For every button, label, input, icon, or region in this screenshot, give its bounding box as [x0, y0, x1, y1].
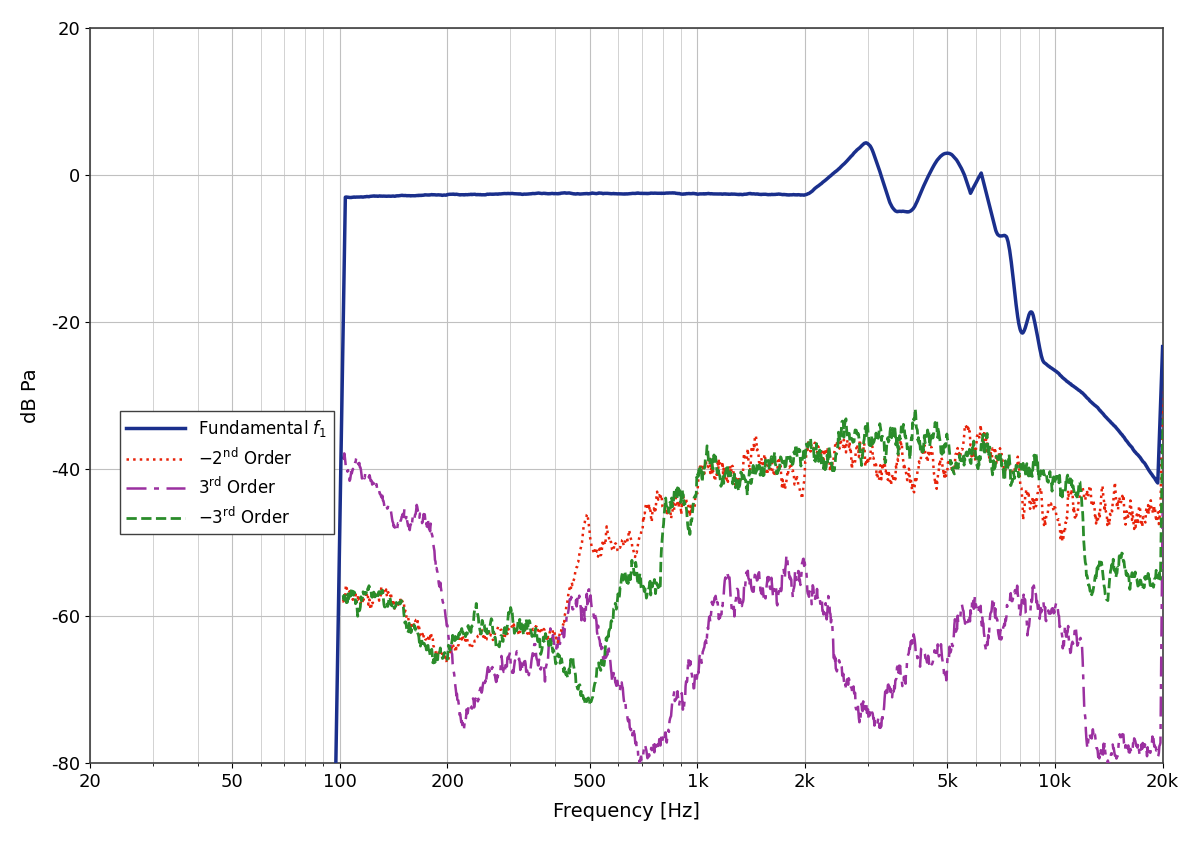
- $3^{\rm rd}$ Order: [605, 669, 619, 679]
- $3^{\rm rd}$ Order: [928, 645, 942, 655]
- $-3^{\rm rd}$ Order: [576, 691, 590, 701]
- Fundamental $f_1$: [928, 159, 942, 169]
- $-3^{\rm rd}$ Order: [1123, 576, 1138, 586]
- $-2^{\rm nd}$ Order: [1124, 511, 1139, 521]
- Line: $-3^{\rm rd}$ Order: $-3^{\rm rd}$ Order: [343, 408, 1163, 704]
- $-3^{\rm rd}$ Order: [605, 616, 619, 626]
- $-2^{\rm nd}$ Order: [605, 541, 619, 551]
- $-2^{\rm nd}$ Order: [928, 471, 942, 481]
- $-2^{\rm nd}$ Order: [576, 527, 590, 537]
- Fundamental $f_1$: [1124, 442, 1139, 452]
- Line: Fundamental $f_1$: Fundamental $f_1$: [332, 143, 1163, 837]
- $-2^{\rm nd}$ Order: [1156, 369, 1170, 379]
- $-3^{\rm rd}$ Order: [1156, 413, 1170, 424]
- $-2^{\rm nd}$ Order: [1123, 498, 1138, 509]
- Y-axis label: dB Pa: dB Pa: [20, 368, 40, 423]
- Fundamental $f_1$: [576, 189, 590, 199]
- X-axis label: Frequency [Hz]: Frequency [Hz]: [553, 802, 700, 821]
- Legend: Fundamental $f_1$, $-2^{\rm nd}$ Order, $3^{\rm rd}$ Order, $-3^{\rm rd}$ Order: Fundamental $f_1$, $-2^{\rm nd}$ Order, …: [120, 412, 334, 535]
- $3^{\rm rd}$ Order: [1123, 745, 1138, 755]
- Fundamental $f_1$: [1123, 441, 1138, 451]
- $3^{\rm rd}$ Order: [1124, 744, 1139, 754]
- Fundamental $f_1$: [605, 189, 619, 199]
- Line: $3^{\rm rd}$ Order: $3^{\rm rd}$ Order: [343, 453, 1163, 767]
- $3^{\rm rd}$ Order: [1156, 504, 1170, 514]
- Fundamental $f_1$: [1156, 342, 1170, 352]
- $3^{\rm rd}$ Order: [576, 613, 590, 623]
- $-3^{\rm rd}$ Order: [1124, 571, 1139, 581]
- $-3^{\rm rd}$ Order: [928, 424, 942, 434]
- Line: $-2^{\rm nd}$ Order: $-2^{\rm nd}$ Order: [343, 374, 1163, 663]
